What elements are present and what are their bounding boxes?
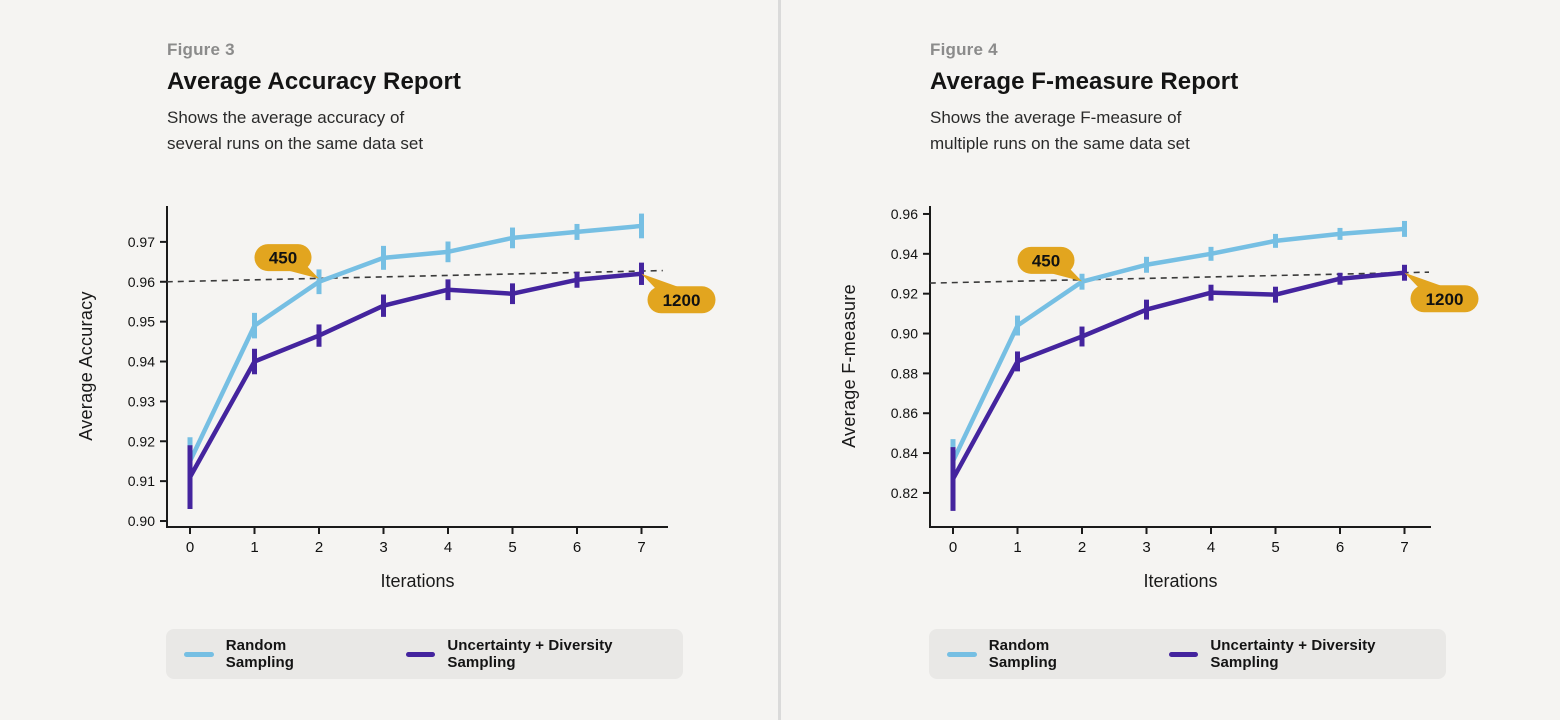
f-measure-chart: 0.82 0.84 0.86 0.88 0.90 0.92 0.94 0.96 0 1 2 3 4 5 6 7…	[891, 206, 1479, 556]
figure-subtitle-line-1: Shows the average F-measure of	[930, 108, 1182, 127]
legend: Random Sampling Uncertainty + Diversity …	[929, 629, 1446, 679]
x-axis-label: Iterations	[380, 571, 455, 591]
vertical-divider	[778, 0, 781, 720]
badge-pill	[254, 244, 312, 272]
figure-subtitle-line-2: several runs on the same data set	[167, 134, 424, 153]
y-tick-label: 0.92	[891, 286, 918, 302]
y-tick-label: 0.93	[128, 393, 155, 409]
y-tick-label: 0.90	[128, 513, 155, 529]
series-line-random-sampling	[187, 223, 644, 464]
figure-3-block: Figure 3 Average Accuracy Report Shows t…	[76, 40, 716, 679]
x-tick-label: 0	[949, 539, 957, 556]
x-tick-label: 6	[573, 539, 581, 556]
y-tick-label: 0.86	[891, 405, 918, 421]
y-tick-label: 0.90	[891, 326, 918, 342]
x-tick-label: 7	[1400, 539, 1408, 556]
badge-text: 1200	[1426, 290, 1464, 309]
badge-text: 450	[1032, 251, 1060, 270]
figure-label: Figure 3	[167, 40, 235, 59]
figure-subtitle: Shows the average F-measure of multiple …	[930, 105, 1370, 157]
figure-subtitle: Shows the average accuracy of several ru…	[167, 105, 607, 157]
badge-pill	[1410, 285, 1479, 313]
x-axis-label: Iterations	[1143, 571, 1218, 591]
legend-swatch-uncertainty-diversity	[405, 651, 436, 657]
x-tick-label: 4	[444, 539, 452, 556]
y-tick-label: 0.91	[128, 473, 155, 489]
legend-item-random-sampling: Random Sampling	[947, 637, 1121, 671]
y-tick-label: 0.96	[128, 274, 155, 290]
x-tick-label: 2	[1078, 539, 1086, 556]
x-tick-label: 7	[637, 539, 645, 556]
x-tick-label: 6	[1336, 539, 1344, 556]
figure-3-header: Figure 3 Average Accuracy Report Shows t…	[167, 40, 607, 157]
legend-item-uncertainty-diversity: Uncertainty + Diversity Sampling	[405, 637, 683, 671]
y-tick-label: 0.94	[128, 354, 155, 370]
figure-title: Average F-measure Report	[930, 68, 1239, 95]
y-tick-label: 0.97	[128, 234, 155, 250]
annotation-badge-450: 450	[254, 244, 319, 279]
legend-item-random-sampling: Random Sampling	[184, 637, 358, 671]
accuracy-chart: 0.90 0.91 0.92 0.93 0.94 0.95 0.96 0.97 0 1 2 3 4 5 6 7…	[128, 206, 716, 556]
legend-swatch-random-sampling	[184, 651, 214, 657]
legend-item-uncertainty-diversity: Uncertainty + Diversity Sampling	[1168, 637, 1446, 671]
legend: Random Sampling Uncertainty + Diversity …	[166, 629, 683, 679]
legend-label-uncertainty-diversity: Uncertainty + Diversity Sampling	[447, 637, 613, 671]
figure-4-header: Figure 4 Average F-measure Report Shows …	[930, 40, 1370, 157]
x-tick-label: 3	[379, 539, 387, 556]
badge-text: 1200	[663, 291, 701, 310]
x-tick-label: 5	[1271, 539, 1279, 556]
figure-subtitle-line-1: Shows the average accuracy of	[167, 108, 405, 127]
figure-4-block: Figure 4 Average F-measure Report Shows …	[763, 0, 1560, 720]
figure-title: Average Accuracy Report	[167, 68, 461, 95]
badge-pill	[1017, 246, 1075, 274]
series-line-random-sampling	[950, 226, 1407, 464]
figure-label: Figure 4	[930, 40, 998, 59]
legend-label-uncertainty-diversity: Uncertainty + Diversity Sampling	[1210, 637, 1376, 671]
figure-subtitle-line-2: multiple runs on the same data set	[930, 134, 1190, 153]
badge-text: 450	[269, 249, 297, 268]
legend-swatch-random-sampling	[947, 651, 977, 657]
y-tick-label: 0.84	[891, 445, 918, 461]
legend-label-random-sampling: Random Sampling	[988, 637, 1058, 671]
y-tick-label: 0.92	[128, 433, 155, 449]
annotation-badge-450: 450	[1017, 246, 1082, 282]
y-tick-label: 0.88	[891, 365, 918, 381]
annotation-badge-1200: 1200	[641, 273, 716, 314]
series-line-uncertainty-diversity	[950, 270, 1407, 482]
badge-pill	[647, 286, 716, 314]
x-tick-label: 5	[508, 539, 516, 556]
legend-swatch-uncertainty-diversity	[1168, 651, 1199, 657]
y-tick-label: 0.95	[128, 314, 155, 330]
y-tick-label: 0.82	[891, 485, 918, 501]
series-line-uncertainty-diversity	[187, 271, 644, 480]
annotation-badge-1200: 1200	[1404, 272, 1479, 313]
x-tick-label: 2	[315, 539, 323, 556]
x-tick-label: 4	[1207, 539, 1215, 556]
y-tick-label: 0.96	[891, 206, 918, 222]
legend-label-random-sampling: Random Sampling	[225, 637, 295, 671]
x-tick-label: 1	[1013, 539, 1021, 556]
reference-line	[166, 269, 663, 283]
x-tick-label: 0	[186, 539, 194, 556]
x-tick-label: 3	[1142, 539, 1150, 556]
x-tick-label: 1	[250, 539, 258, 556]
y-tick-label: 0.94	[891, 246, 918, 262]
